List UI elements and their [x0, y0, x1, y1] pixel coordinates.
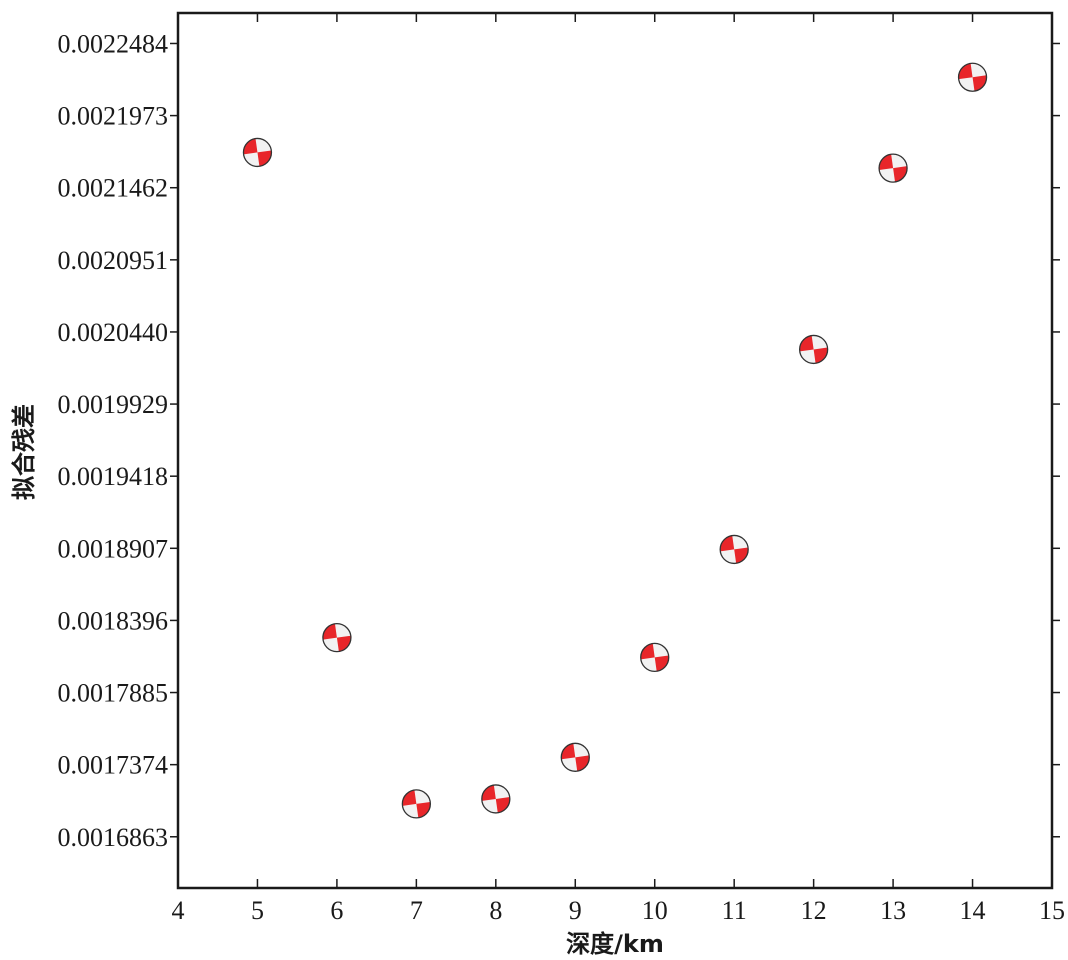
x-tick-label: 10: [642, 896, 668, 925]
y-tick-label: 0.0018396: [58, 606, 169, 635]
beachball-point: [560, 742, 590, 772]
y-tick-label: 0.0021462: [58, 174, 169, 203]
beachball-point: [640, 642, 670, 673]
beachball-point: [322, 622, 352, 653]
x-axis-label: 深度/km: [566, 930, 664, 958]
beachball-point: [878, 153, 908, 183]
beachball-point: [719, 534, 749, 565]
y-tick-label: 0.0020440: [58, 318, 169, 347]
axis-ticks: 4 5 6 7 8 9 10 11 12 13 14 15 0.0016863 0.0017374 0.00…: [58, 13, 1065, 925]
y-axis-label: 拟合残差: [10, 404, 38, 500]
beachball-point: [242, 137, 273, 168]
x-tick-label: 15: [1039, 896, 1065, 925]
data-points: [242, 62, 988, 819]
x-tick-label: 9: [569, 896, 582, 925]
x-tick-label: 13: [880, 896, 906, 925]
y-tick-label: 0.0017374: [58, 751, 169, 780]
x-tick-label: 8: [489, 896, 502, 925]
x-tick-label: 14: [960, 896, 986, 925]
y-tick-label: 0.0017885: [58, 679, 169, 708]
x-tick-label: 5: [251, 896, 264, 925]
x-tick-label: 6: [330, 896, 343, 925]
x-tick-label: 12: [801, 896, 827, 925]
y-tick-label: 0.0016863: [58, 823, 169, 852]
y-tick-label: 0.0018907: [58, 534, 169, 563]
y-tick-label: 0.0021973: [58, 102, 169, 131]
x-tick-label: 4: [172, 896, 185, 925]
y-tick-label: 0.0019929: [58, 390, 169, 419]
beachball-point: [481, 784, 511, 814]
x-tick-label: 11: [722, 896, 747, 925]
beachball-point: [798, 334, 829, 365]
y-tick-label: 0.0022484: [58, 29, 169, 58]
plot-frame: [176, 11, 1054, 890]
beachball-point: [401, 789, 432, 819]
y-tick-label: 0.0020951: [58, 246, 169, 275]
x-tick-label: 7: [410, 896, 423, 925]
beachball-point: [957, 62, 988, 92]
y-tick-label: 0.0019418: [58, 462, 169, 491]
